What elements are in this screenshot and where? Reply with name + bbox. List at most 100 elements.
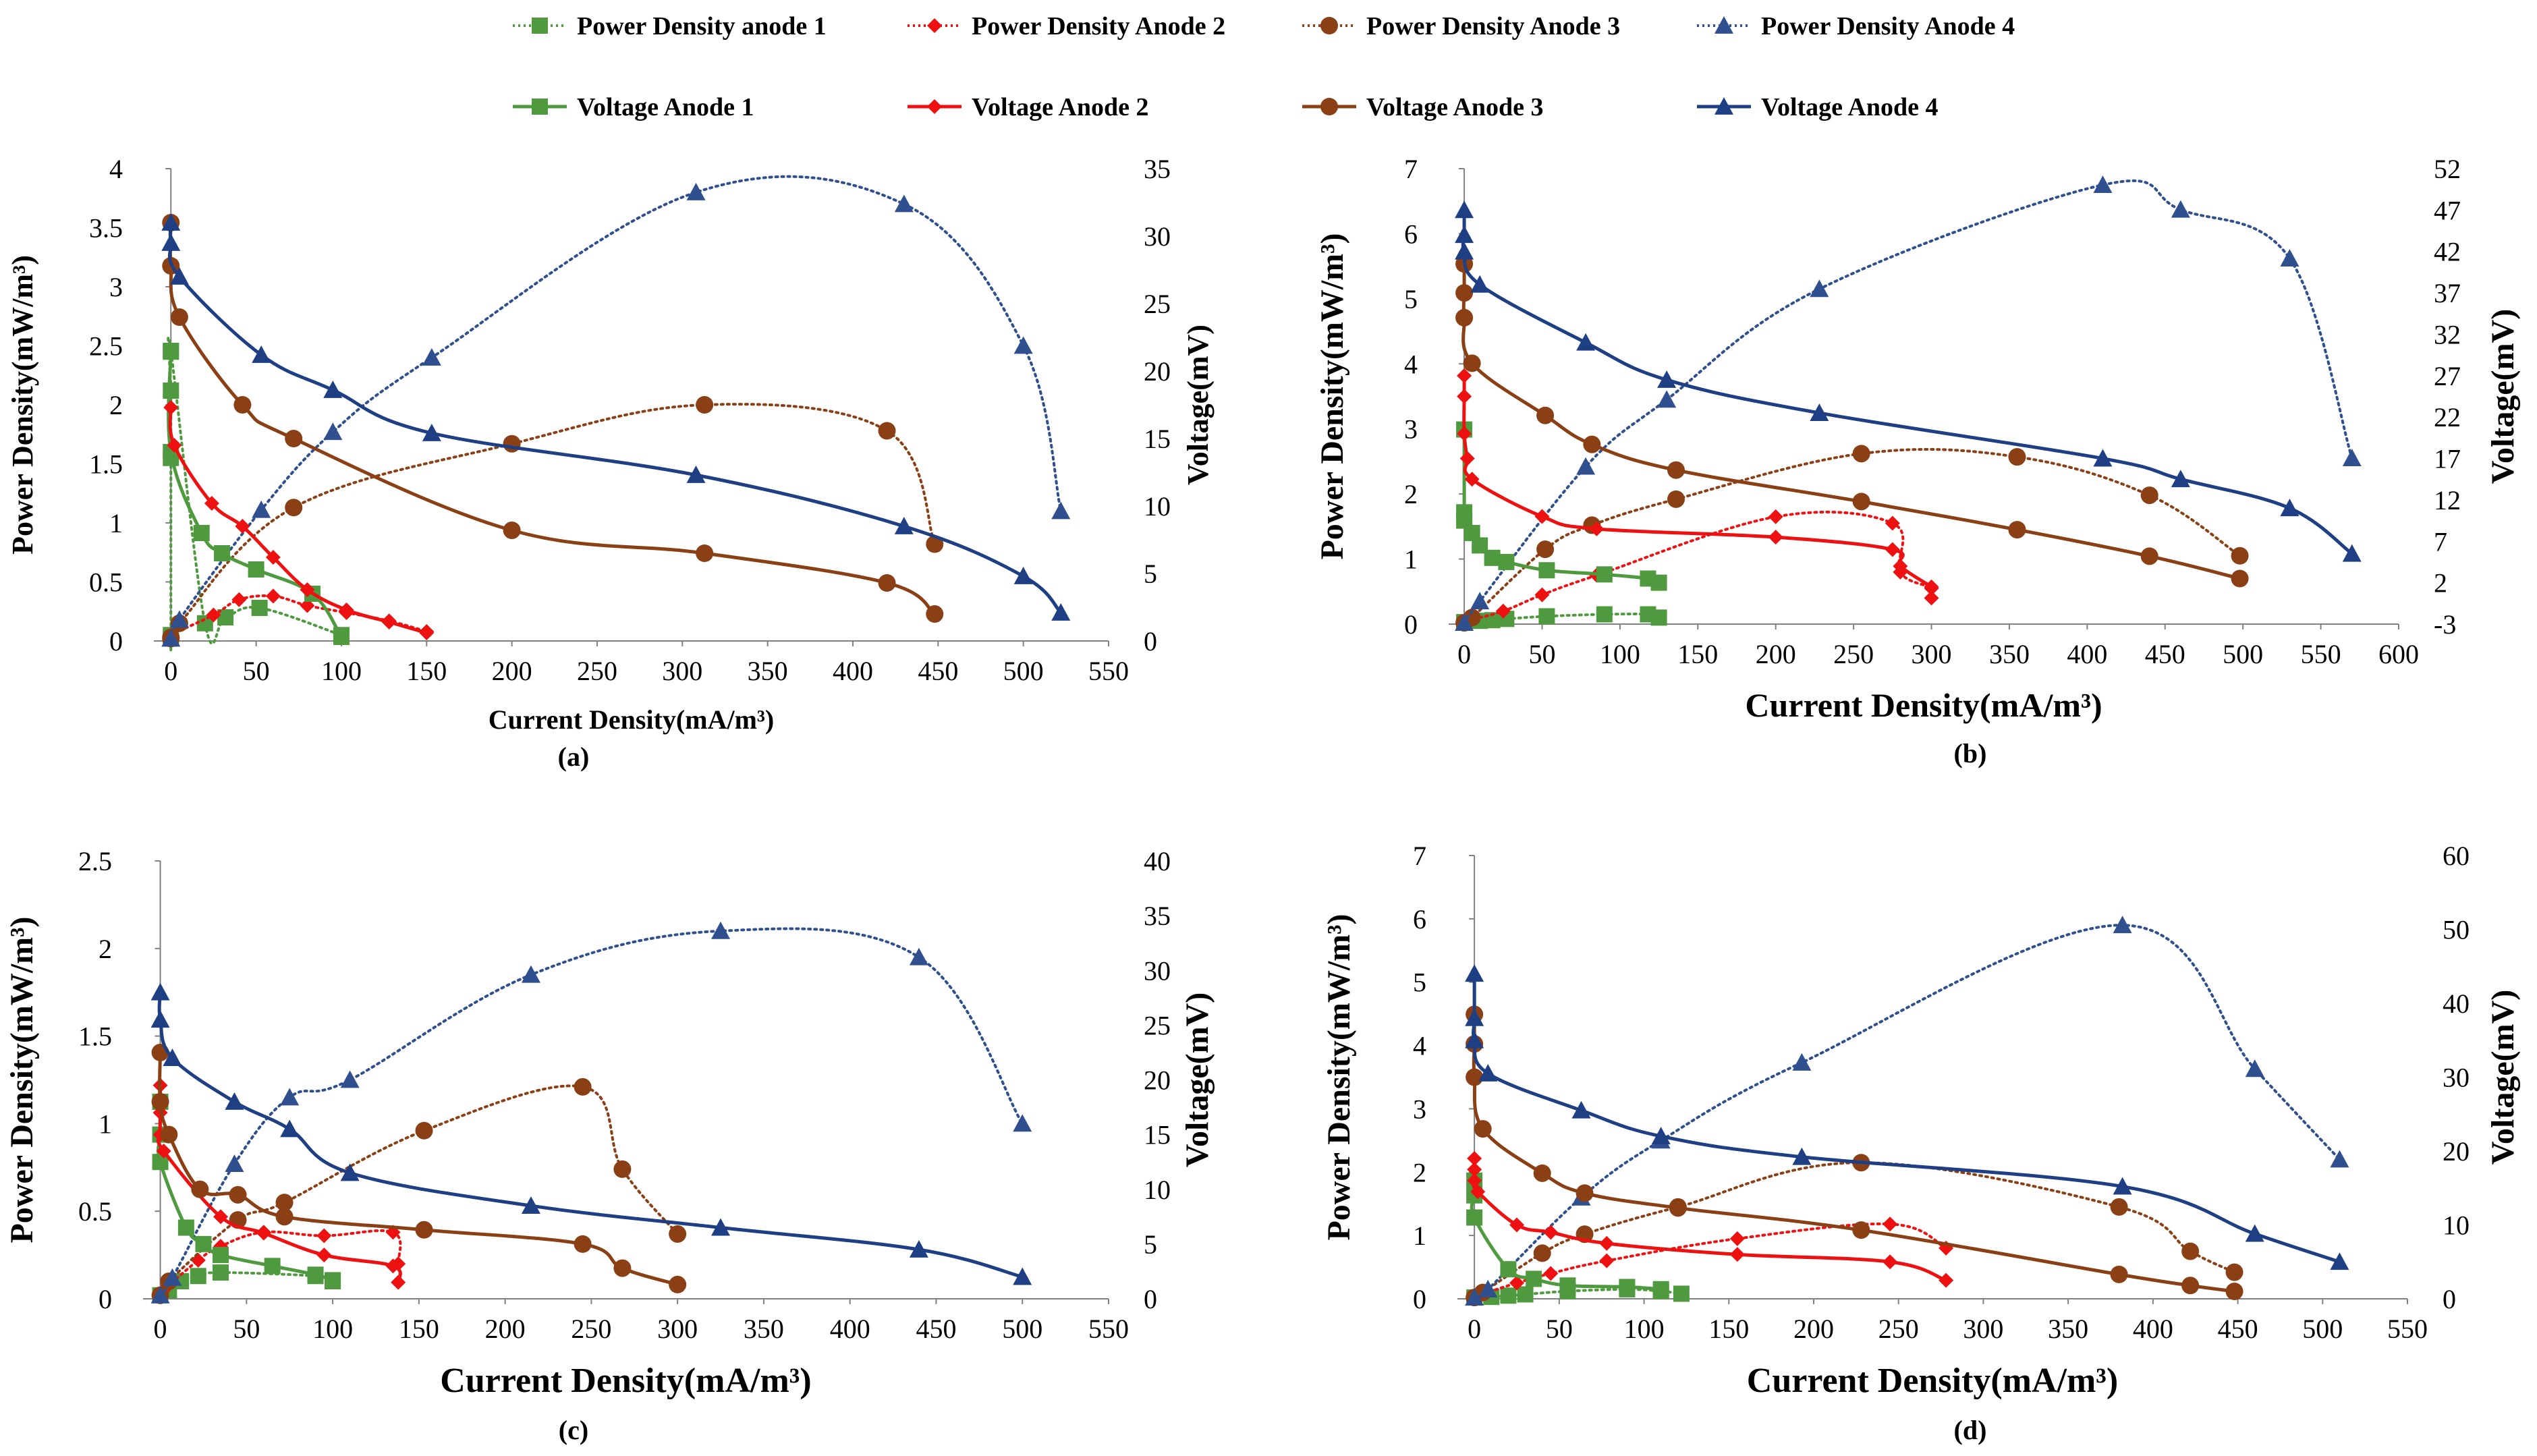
x-tick-label: 350 (2048, 1314, 2088, 1344)
legend-marker-square (532, 99, 548, 115)
x-tick-label: 450 (918, 656, 958, 686)
x-axis-label: Current Density(mA/m³) (1747, 1362, 2118, 1400)
data-point (1538, 608, 1555, 625)
data-point (252, 500, 271, 518)
x-tick-label: 400 (2133, 1314, 2173, 1344)
data-point (686, 183, 706, 200)
x-tick-label: 550 (2387, 1314, 2428, 1344)
y2-axis-label: Voltage(mV) (1181, 325, 1215, 485)
y2-tick-label: 5 (1144, 559, 1157, 589)
x-tick-label: 250 (571, 1314, 611, 1344)
data-point (225, 1092, 244, 1110)
legend-label: Power Density Anode 4 (1761, 12, 2015, 40)
data-point (1533, 1244, 1551, 1262)
x-tick-label: 300 (1912, 639, 1952, 669)
data-point (235, 519, 250, 534)
series-line (168, 221, 937, 616)
data-point (1500, 1261, 1517, 1278)
data-point (307, 1266, 324, 1283)
data-point (1013, 336, 1033, 354)
data-point (1457, 368, 1472, 383)
y2-tick-label: 25 (1144, 289, 1171, 319)
data-point (316, 1228, 332, 1243)
data-point (1495, 603, 1511, 619)
y2-tick-label: 30 (1144, 221, 1171, 252)
y-tick-label: 6 (1413, 904, 1426, 934)
data-point (265, 588, 281, 604)
data-point (1013, 1114, 1032, 1132)
data-point (2330, 1252, 2349, 1270)
panel-label: (a) (558, 741, 590, 772)
data-point (1051, 603, 1071, 621)
data-point (1657, 390, 1677, 408)
panel-label: (b) (1954, 738, 1987, 768)
data-point (2181, 1277, 2200, 1295)
data-point (1619, 1279, 1636, 1295)
x-tick-label: 150 (406, 656, 447, 686)
x-tick-label: 150 (1708, 1314, 1749, 1344)
y-tick-label: 4 (1413, 1031, 1426, 1061)
data-point (161, 629, 181, 647)
series-line (1472, 972, 2341, 1264)
data-point (1792, 1053, 1812, 1071)
data-point (1792, 1147, 1812, 1165)
data-point (191, 1180, 209, 1198)
x-tick-label: 600 (2378, 639, 2419, 669)
data-point (1470, 592, 1490, 610)
y-tick-label: 3 (1404, 414, 1418, 445)
y2-tick-label: 60 (2443, 841, 2470, 871)
series-voltage-anode-4 (150, 982, 1032, 1285)
data-point (1457, 389, 1472, 404)
data-point (1465, 1008, 1484, 1026)
data-point (1651, 1127, 1671, 1144)
data-point (1650, 609, 1667, 626)
data-point (1583, 435, 1601, 453)
y-tick-label: 4 (1404, 349, 1418, 379)
data-point (169, 610, 189, 628)
x-axis-label: Current Density(mA/m³) (1745, 686, 2102, 724)
data-point (711, 1218, 731, 1236)
legend-item-voltage-anode-4: Voltage Anode 4 (1697, 93, 1939, 121)
legend-item-voltage-anode-2: Voltage Anode 2 (908, 93, 1149, 121)
series-line (1461, 447, 2241, 627)
data-point (2280, 249, 2299, 267)
x-tick-label: 150 (1677, 639, 1718, 669)
data-point (696, 396, 714, 414)
data-point (1596, 606, 1613, 623)
legend-label: Voltage Anode 1 (577, 93, 754, 121)
data-point (265, 550, 281, 565)
data-point (251, 600, 268, 616)
y-tick-label: 1 (1413, 1221, 1426, 1251)
data-point (1667, 490, 1685, 508)
data-point (1652, 1281, 1669, 1297)
y2-tick-label: -3 (2434, 609, 2456, 640)
legend-item-power-density-anode-2: Power Density Anode 2 (908, 12, 1225, 40)
y2-tick-label: 25 (1144, 1010, 1171, 1040)
x-tick-label: 0 (1468, 1314, 1481, 1344)
data-point (909, 1239, 928, 1258)
data-point (574, 1235, 592, 1253)
y-tick-label: 2.5 (78, 846, 112, 876)
x-tick-label: 50 (1546, 1314, 1573, 1344)
data-point (1455, 308, 1474, 327)
series-voltage-anode-4 (1455, 200, 2362, 562)
data-point (1810, 403, 1829, 421)
data-point (1576, 1184, 1594, 1202)
x-tick-label: 150 (399, 1314, 439, 1344)
y-tick-label: 2 (1413, 1157, 1426, 1187)
data-point (2171, 470, 2190, 488)
data-point (1013, 1267, 1032, 1285)
x-tick-label: 50 (243, 656, 270, 686)
x-tick-label: 450 (916, 1314, 956, 1344)
data-point (1852, 445, 1870, 463)
y2-tick-label: 40 (2443, 988, 2470, 1019)
y2-tick-label: 35 (1144, 901, 1171, 931)
data-point (669, 1275, 687, 1293)
y-tick-label: 2 (99, 934, 112, 964)
data-point (167, 438, 182, 453)
chart-panel-b: 0 50 100 150 200 250 300 350 400 450 500 550 6000123… (1314, 154, 2521, 768)
data-point (1852, 493, 1870, 511)
y-axis-label: Power Density(mW/m³) (1314, 233, 1350, 559)
data-point (151, 1092, 169, 1111)
data-point (1455, 613, 1474, 631)
